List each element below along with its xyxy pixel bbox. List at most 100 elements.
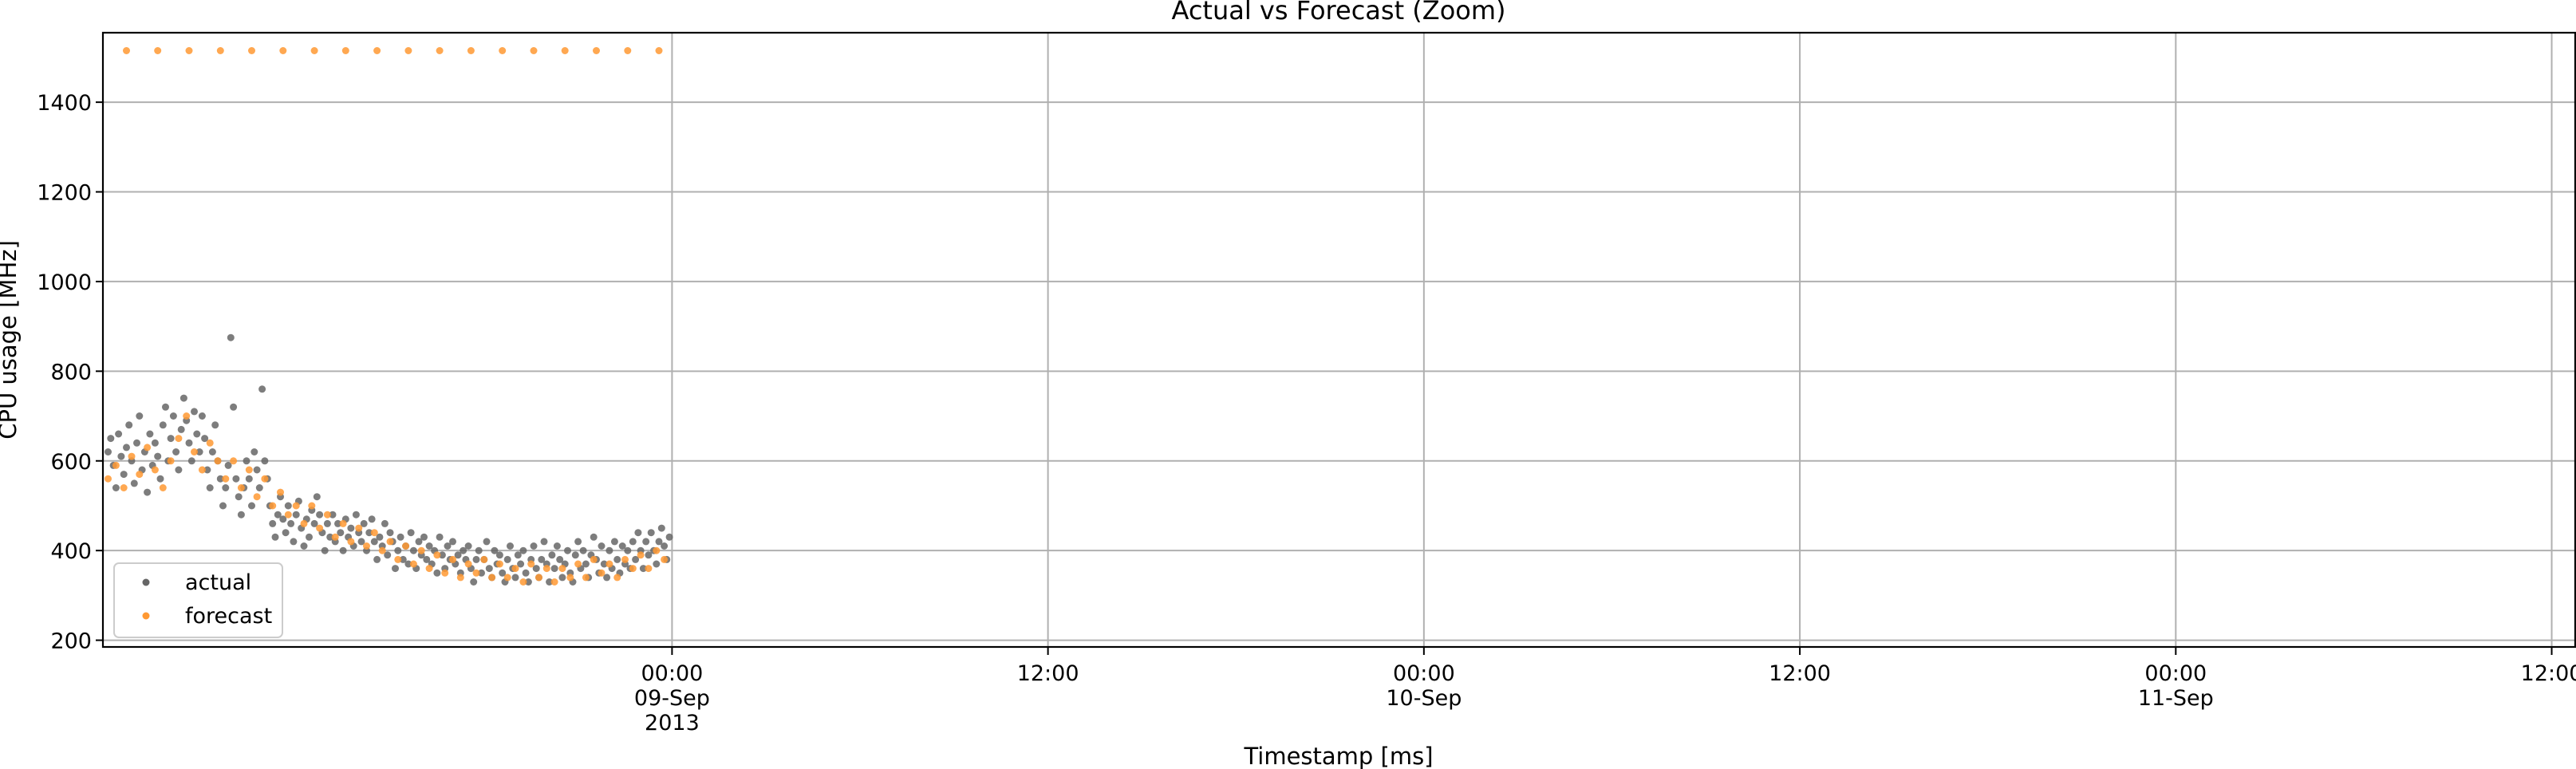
point-actual <box>606 546 613 554</box>
data-points <box>105 47 673 586</box>
point-actual <box>284 502 292 510</box>
point-actual <box>224 461 232 469</box>
point-forecast <box>310 47 318 54</box>
point-forecast <box>467 47 475 54</box>
point-actual <box>548 551 556 559</box>
point-actual <box>661 542 669 550</box>
point-forecast <box>402 542 410 550</box>
point-forecast <box>409 560 417 568</box>
point-actual <box>495 551 503 559</box>
point-actual <box>300 542 308 550</box>
point-actual <box>179 394 187 402</box>
point-actual <box>287 519 295 527</box>
point-actual <box>352 511 360 519</box>
point-forecast <box>472 569 480 577</box>
point-actual <box>556 555 564 563</box>
point-actual <box>248 502 255 510</box>
point-actual <box>216 475 224 483</box>
point-actual <box>399 555 407 563</box>
point-actual <box>360 519 368 527</box>
point-actual <box>454 551 462 559</box>
point-forecast <box>136 471 144 479</box>
point-actual <box>415 538 423 546</box>
point-actual <box>159 421 167 429</box>
point-actual <box>130 479 138 487</box>
point-forecast <box>277 488 284 496</box>
point-actual <box>394 546 402 554</box>
point-forecast <box>331 533 339 541</box>
point-actual <box>579 546 587 554</box>
point-actual <box>550 565 558 573</box>
point-forecast <box>191 448 198 455</box>
point-actual <box>538 555 546 563</box>
point-actual <box>499 569 507 577</box>
point-actual <box>334 519 341 527</box>
point-actual <box>582 560 590 568</box>
point-actual <box>449 538 456 546</box>
point-forecast <box>480 555 488 563</box>
x-tick-label: 10-Sep <box>1386 686 1462 711</box>
point-forecast <box>637 551 645 559</box>
point-actual <box>162 403 169 411</box>
point-forecast <box>550 578 558 586</box>
point-actual <box>227 333 235 341</box>
x-tick-label: 12:00 <box>1017 661 1079 686</box>
point-actual <box>310 519 318 527</box>
point-forecast <box>237 484 245 491</box>
point-forecast <box>436 47 444 54</box>
point-actual <box>125 421 133 429</box>
point-actual <box>274 511 282 519</box>
point-actual <box>357 538 365 546</box>
point-actual <box>313 493 321 501</box>
point-actual <box>232 475 240 483</box>
x-tick-label: 12:00 <box>1769 661 1831 686</box>
point-actual <box>610 538 618 546</box>
point-forecast <box>417 546 425 554</box>
point-actual <box>647 529 655 537</box>
point-forecast <box>120 484 128 491</box>
point-actual <box>370 538 378 546</box>
point-actual <box>144 488 152 496</box>
point-actual <box>511 574 519 582</box>
point-actual <box>407 529 415 537</box>
point-actual <box>306 533 313 541</box>
x-tick-label: 11-Sep <box>2138 686 2214 711</box>
point-actual <box>618 542 626 550</box>
legend: actual forecast <box>113 562 283 638</box>
point-forecast <box>561 47 569 54</box>
point-forecast <box>511 565 519 573</box>
point-actual <box>261 457 269 465</box>
point-forecast <box>261 475 269 483</box>
point-forecast <box>598 569 606 577</box>
point-actual <box>444 542 452 550</box>
point-actual <box>175 466 183 474</box>
point-actual <box>117 452 125 460</box>
y-tick-label: 400 <box>50 539 92 564</box>
point-forecast <box>123 47 130 54</box>
point-actual <box>211 421 219 429</box>
point-actual <box>645 551 653 559</box>
point-forecast <box>216 47 224 54</box>
plot-frame <box>101 31 2576 649</box>
x-tick-label: 00:00 <box>2144 661 2207 686</box>
point-actual <box>347 524 355 532</box>
point-forecast <box>456 574 464 582</box>
point-forecast <box>245 466 253 474</box>
point-forecast <box>566 574 574 582</box>
point-actual <box>420 533 428 541</box>
point-actual <box>169 412 177 420</box>
y-tick-label: 200 <box>50 629 92 654</box>
point-actual <box>558 574 566 582</box>
point-actual <box>253 466 261 474</box>
point-actual <box>133 439 140 447</box>
point-actual <box>201 435 209 443</box>
point-forecast <box>574 560 582 568</box>
point-actual <box>600 560 608 568</box>
legend-box <box>113 562 283 638</box>
point-actual <box>524 578 532 586</box>
point-actual <box>107 435 115 443</box>
point-actual <box>339 546 347 554</box>
point-forecast <box>373 47 381 54</box>
point-forecast <box>269 502 277 510</box>
